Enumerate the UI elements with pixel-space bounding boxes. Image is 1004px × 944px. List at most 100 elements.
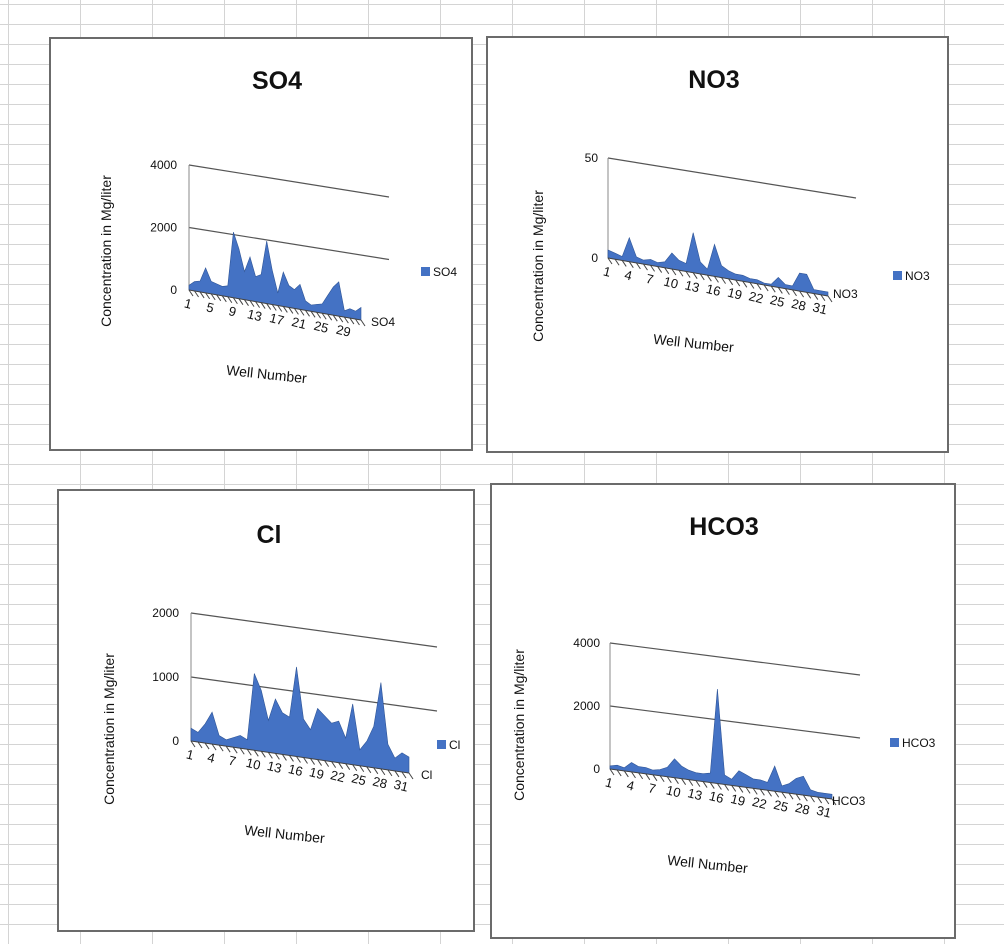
x-tick-label: 1: [185, 746, 196, 762]
legend-label: Cl: [449, 738, 460, 752]
x-tick-mark: [638, 772, 644, 780]
x-tick-mark: [724, 784, 729, 791]
x-tick-label: 9: [227, 303, 238, 319]
x-tick-mark: [706, 274, 712, 282]
x-tick-mark: [631, 771, 636, 779]
series-axis-label: NO3: [833, 287, 858, 301]
gridline: [609, 705, 861, 739]
x-tick-label: 21: [290, 314, 308, 332]
x-tick-mark: [817, 796, 823, 804]
legend-label: HCO3: [902, 736, 936, 750]
x-tick-mark: [652, 774, 658, 782]
x-tick-mark: [253, 750, 259, 757]
x-tick-mark: [770, 285, 776, 293]
x-tick-mark: [238, 298, 244, 305]
series-axis-label: HCO3: [832, 794, 866, 808]
x-tick-mark: [806, 292, 812, 299]
x-axis-line: [609, 768, 833, 800]
x-tick-mark: [359, 765, 365, 773]
x-tick-mark: [827, 295, 833, 303]
chart-svg: Cl 0 1000 2000 1 4 7 10 13 16 19 22 25 28 31 Cl Concentr…: [101, 521, 460, 846]
x-tick-label: 10: [245, 755, 263, 773]
x-tick-mark: [650, 265, 655, 272]
x-tick-mark: [692, 272, 698, 279]
x-tick-mark: [260, 302, 266, 309]
x-tick-mark: [188, 289, 194, 297]
x-tick-mark: [303, 757, 308, 764]
gridline: [190, 612, 438, 648]
x-tick-label: 22: [329, 767, 347, 785]
chart-no3: NO3 0 50 1 4 7 10 13 16 19 22 25 28 31 NO3 Concentratio…: [486, 36, 949, 453]
x-tick-mark: [674, 777, 679, 784]
x-tick-label: 10: [662, 274, 680, 292]
y-tick-label: 2000: [152, 606, 179, 620]
x-tick-mark: [271, 304, 277, 311]
x-tick-label: 5: [205, 299, 216, 315]
x-tick-label: 13: [683, 277, 701, 295]
x-tick-mark: [197, 741, 203, 749]
x-tick-mark: [225, 745, 231, 753]
x-tick-mark: [244, 299, 249, 306]
y-tick-label: 50: [585, 151, 599, 165]
x-tick-mark: [246, 748, 252, 756]
x-tick-mark: [267, 752, 273, 759]
y-axis-title: Concentration in Mg/liter: [511, 649, 527, 801]
gridline: [188, 164, 390, 198]
x-tick-mark: [831, 798, 837, 806]
x-tick-label: 25: [769, 292, 787, 310]
x-tick-label: 17: [268, 310, 286, 328]
gridline: [607, 157, 857, 199]
data-area: [609, 688, 833, 800]
x-tick-mark: [749, 282, 755, 289]
x-tick-mark: [792, 289, 797, 297]
chart-title: SO4: [252, 67, 302, 95]
x-tick-label: 13: [246, 306, 264, 324]
series-axis-label: SO4: [371, 315, 395, 329]
x-tick-mark: [255, 301, 260, 308]
x-tick-label: 1: [183, 295, 194, 311]
x-tick-label: 25: [772, 797, 790, 815]
gridline: [190, 676, 438, 712]
x-tick-mark: [614, 258, 620, 266]
x-tick-mark: [714, 276, 719, 283]
chart-svg: NO3 0 50 1 4 7 10 13 16 19 22 25 28 31 NO3 Concentratio…: [530, 66, 930, 355]
x-tick-mark: [681, 778, 687, 785]
y-tick-label: 1000: [152, 670, 179, 684]
x-tick-mark: [260, 751, 266, 758]
x-axis-title: Well Number: [226, 362, 308, 386]
x-tick-mark: [628, 261, 634, 268]
chart-title: NO3: [688, 66, 739, 94]
x-tick-mark: [266, 303, 272, 310]
x-tick-label: 13: [266, 758, 284, 776]
x-tick-mark: [623, 770, 629, 778]
x-tick-mark: [239, 747, 245, 755]
x-tick-label: 28: [371, 773, 389, 791]
gridline: [188, 226, 390, 261]
x-tick-label: 19: [729, 791, 747, 809]
x-tick-mark: [310, 758, 315, 765]
x-tick-label: 7: [227, 753, 238, 769]
x-tick-label: 13: [686, 785, 704, 803]
x-tick-mark: [394, 770, 400, 778]
x-tick-mark: [343, 316, 349, 324]
chart-title: HCO3: [689, 513, 758, 541]
x-tick-mark: [232, 297, 238, 305]
x-tick-label: 31: [392, 777, 410, 795]
y-tick-label: 0: [591, 251, 598, 265]
x-tick-mark: [777, 287, 783, 294]
x-tick-mark: [709, 782, 715, 789]
x-tick-mark: [352, 764, 358, 772]
x-tick-mark: [360, 319, 366, 327]
gridline: [609, 642, 861, 676]
x-tick-label: 7: [644, 271, 655, 287]
x-tick-mark: [199, 291, 205, 299]
x-tick-label: 28: [790, 296, 808, 314]
x-tick-label: 22: [751, 794, 769, 812]
legend-swatch: [437, 740, 446, 749]
x-tick-label: 16: [287, 761, 305, 779]
x-tick-mark: [316, 311, 322, 319]
x-tick-mark: [813, 293, 819, 300]
x-tick-mark: [657, 266, 663, 273]
x-tick-mark: [645, 773, 651, 781]
